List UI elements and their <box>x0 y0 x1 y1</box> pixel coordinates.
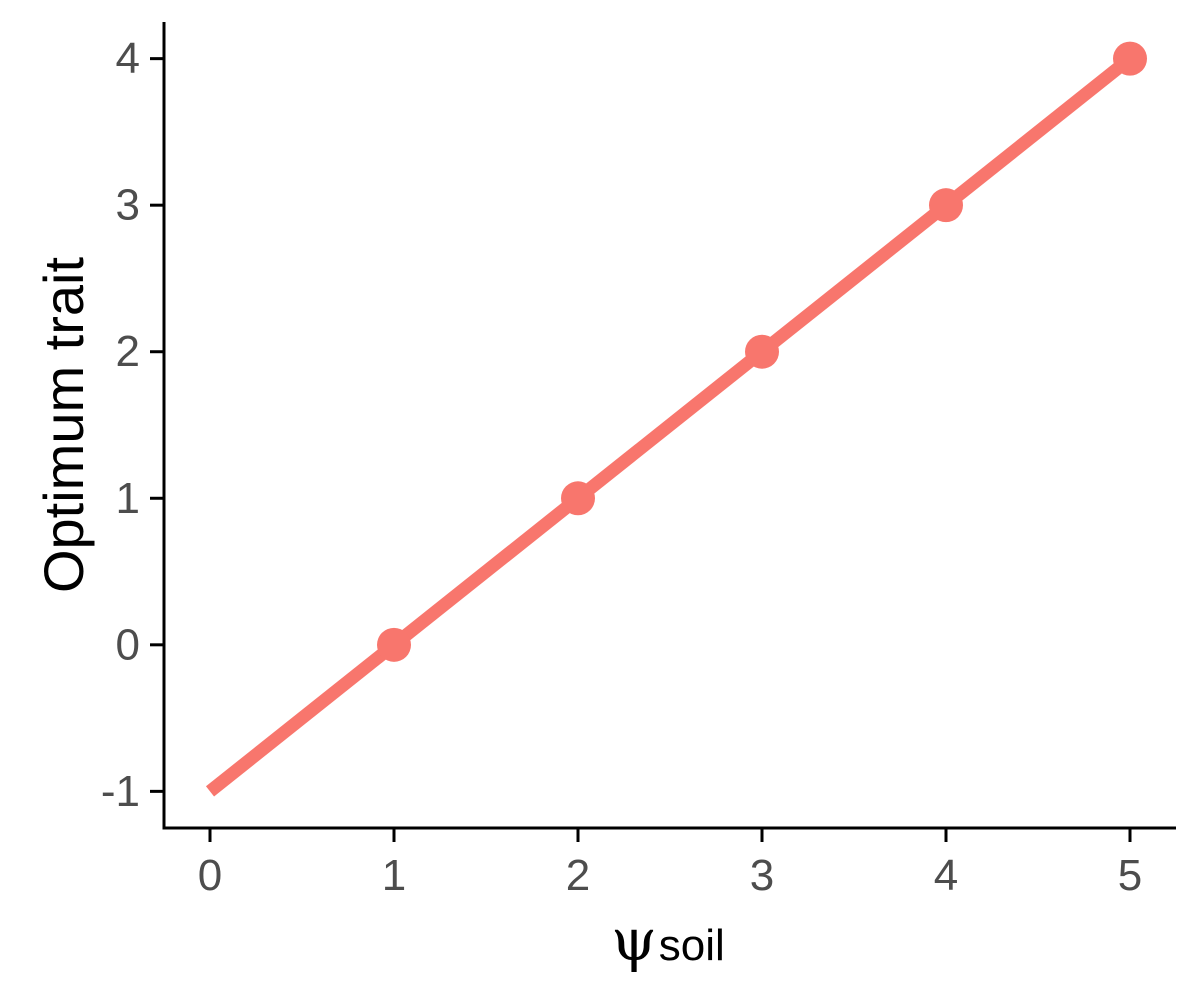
x-axis-label: ψsoil <box>611 906 725 974</box>
y-tick-label: 1 <box>116 474 140 523</box>
data-point <box>561 481 595 516</box>
x-tick-label: 5 <box>1118 851 1142 900</box>
y-tick-label: 0 <box>116 620 140 669</box>
y-axis-label: Optimum trait <box>32 257 95 593</box>
data-point <box>745 334 779 369</box>
data-point <box>377 627 411 662</box>
y-tick-label: 4 <box>116 34 140 83</box>
x-tick-label: 0 <box>198 851 222 900</box>
x-tick-label: 4 <box>934 851 958 900</box>
x-axis-label-symbol: ψ <box>611 906 656 974</box>
x-tick-label: 2 <box>566 851 590 900</box>
series-line <box>205 53 1135 797</box>
y-tick-label: -1 <box>101 767 140 816</box>
x-tick-label: 3 <box>750 851 774 900</box>
y-tick-label: 3 <box>116 181 140 230</box>
x-tick-label: 1 <box>382 851 406 900</box>
x-axis-label-subscript: soil <box>659 921 725 970</box>
data-point <box>1113 41 1147 76</box>
axes <box>162 22 1176 830</box>
plot-area <box>205 41 1147 797</box>
data-point <box>929 188 963 223</box>
ticks: 0 1 2 3 4 5 -1 0 1 2 3 4 <box>101 34 1142 900</box>
y-tick-label: 2 <box>116 327 140 376</box>
